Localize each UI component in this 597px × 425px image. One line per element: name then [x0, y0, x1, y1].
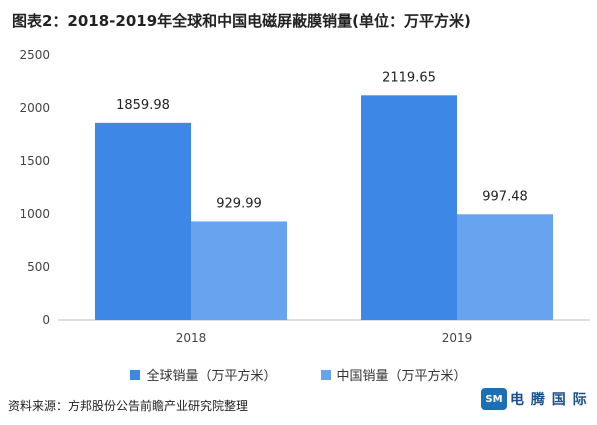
logo-icon: SM [481, 388, 507, 410]
bar-global-2019 [361, 95, 457, 320]
legend-label-china: 中国销量（万平方米） [336, 369, 467, 384]
logo-text: 电 腾 国 际 [510, 392, 588, 408]
y-tick-label-3: 1500 [19, 154, 50, 168]
bar-china-2018 [191, 221, 287, 320]
y-tick-label-0: 0 [42, 313, 50, 327]
x-tick-label-2019: 2019 [442, 331, 473, 345]
data-label-global-2018: 1859.98 [116, 98, 170, 113]
x-tick-label-2018: 2018 [176, 331, 207, 345]
legend-item-china: 中国销量（万平方米） [320, 365, 467, 384]
y-tick-label-5: 2500 [19, 48, 50, 62]
y-tick-label-1: 500 [27, 260, 50, 274]
data-label-china-2018: 929.99 [216, 196, 262, 211]
data-label-china-2019: 997.48 [482, 189, 528, 204]
bar-global-2018 [95, 122, 191, 320]
legend-swatch-global [130, 369, 141, 380]
bar-china-2019 [457, 214, 553, 320]
legend: 全球销量（万平方米） 中国销量（万平方米） [0, 365, 597, 384]
chart-title: 图表2：2018-2019年全球和中国电磁屏蔽膜销量(单位：万平方米) [12, 12, 471, 30]
legend-item-global: 全球销量（万平方米） [130, 365, 277, 384]
brand-logo: SM 电 腾 国 际 [481, 388, 588, 410]
source-note: 资料来源：方邦股份公告前瞻产业研究院整理 [8, 399, 249, 413]
data-label-global-2019: 2119.65 [382, 70, 436, 85]
y-tick-label-2: 1000 [19, 207, 50, 221]
legend-swatch-china [320, 369, 331, 380]
legend-label-global: 全球销量（万平方米） [146, 369, 277, 384]
y-tick-label-4: 2000 [19, 101, 50, 115]
